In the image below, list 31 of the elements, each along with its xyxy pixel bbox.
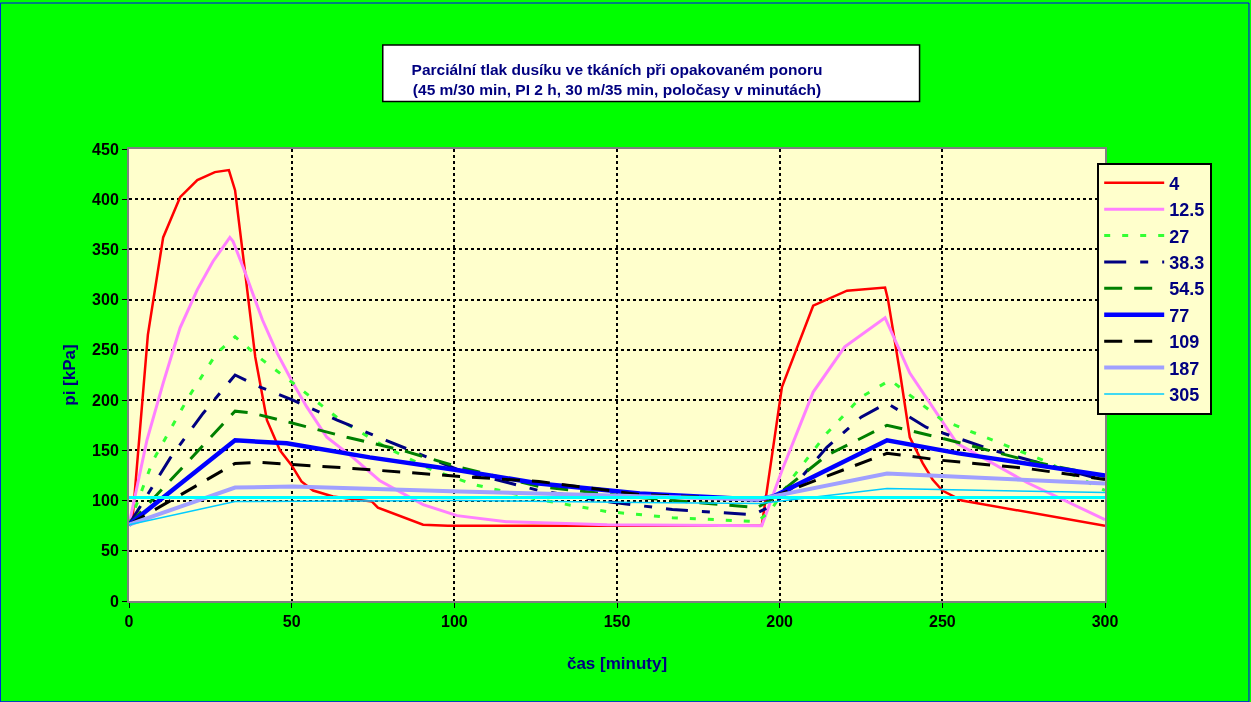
y-tick-label: 450 (92, 140, 119, 158)
legend-label: 38.3 (1169, 252, 1205, 273)
x-axis-title: čas [minuty] (566, 654, 668, 674)
x-tick-label: 150 (603, 613, 631, 631)
legend-label: 109 (1169, 332, 1200, 353)
x-tick-label: 300 (1091, 613, 1119, 631)
y-tick-label: 300 (92, 291, 119, 309)
y-tick-label: 0 (109, 592, 119, 610)
legend-label: 12.5 (1169, 200, 1205, 221)
line-series (129, 487, 1105, 526)
x-tick-label: 250 (928, 613, 956, 631)
legend-label: 305 (1169, 384, 1200, 405)
y-tick-label: 100 (92, 492, 119, 510)
y-axis-title: pi [kPa] (60, 344, 80, 406)
y-tick-label: 50 (101, 542, 119, 560)
x-tick-label: 200 (766, 613, 794, 631)
y-tick-label: 250 (92, 341, 119, 359)
legend-label: 4 (1169, 173, 1180, 194)
x-tick-label: 0 (124, 613, 134, 631)
y-tick-label: 350 (92, 241, 119, 259)
y-tick-label: 200 (92, 391, 119, 409)
legend-label: 27 (1169, 226, 1190, 247)
x-tick-label: 100 (440, 613, 468, 631)
chart-title: Parciální tlak dusíku ve tkáních při opakovaném ponoru (45 m/30 min, PI 2 h, 30 m/35 min, poločasy v minutách) (411, 61, 823, 99)
legend-label: 54.5 (1169, 279, 1205, 300)
y-tick-label: 150 (92, 441, 119, 459)
line-series (129, 235, 1105, 528)
legend-label: 77 (1169, 305, 1190, 326)
y-tick-label: 400 (92, 190, 119, 208)
x-tick-label: 50 (282, 613, 301, 631)
legend-label: 187 (1169, 358, 1200, 379)
